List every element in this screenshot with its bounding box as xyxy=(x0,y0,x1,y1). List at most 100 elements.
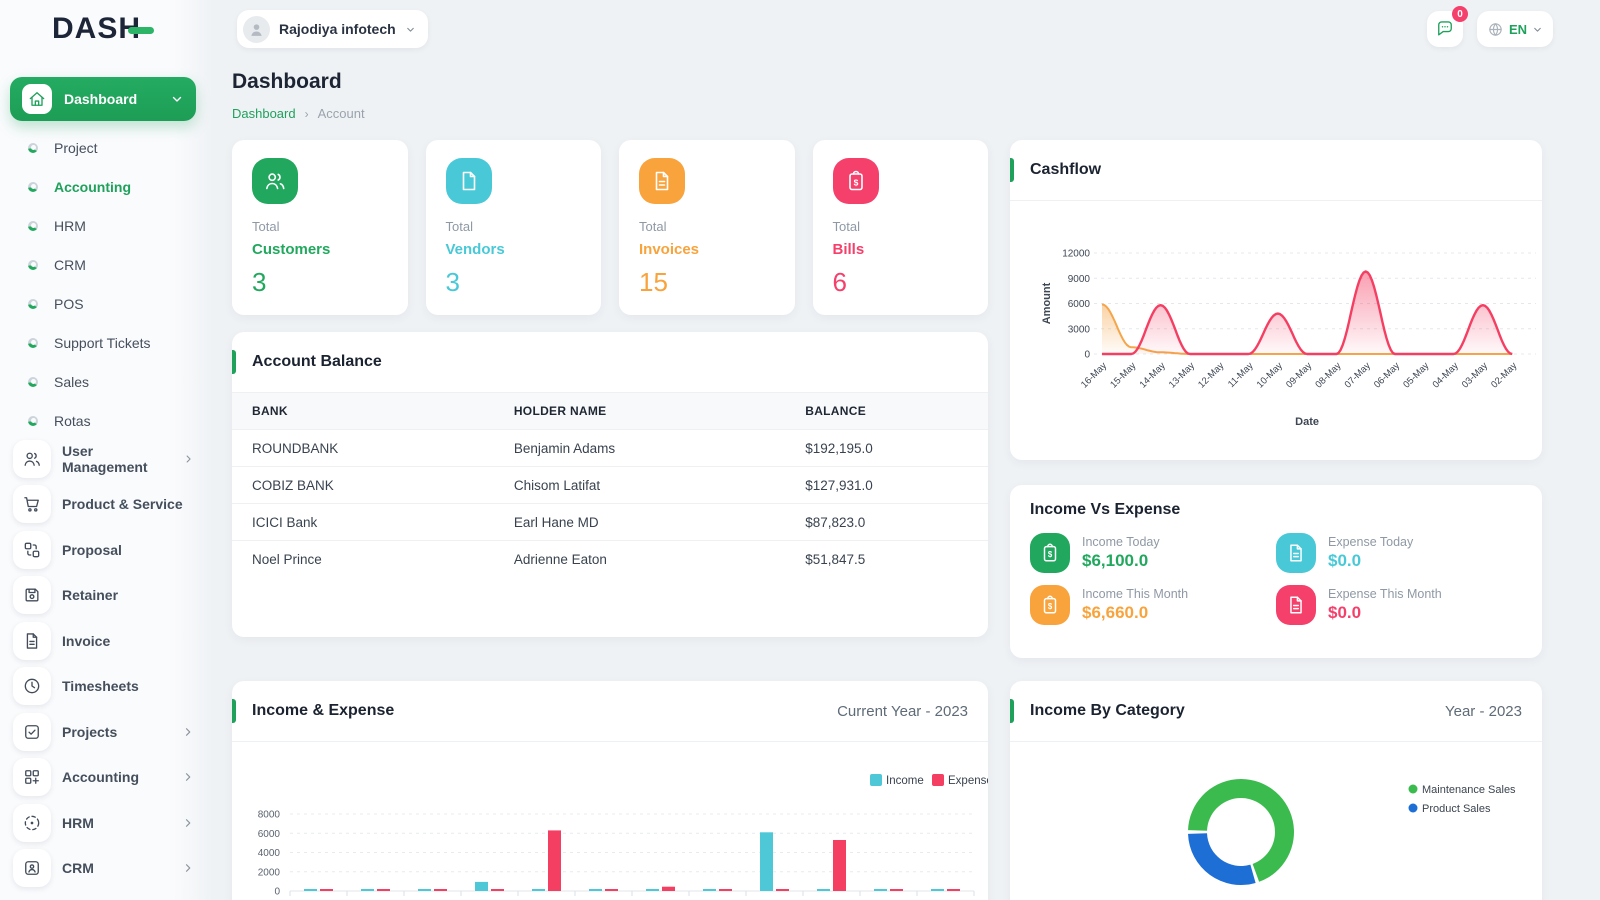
bullet-icon xyxy=(28,376,38,387)
sidebar-subitem-label: Sales xyxy=(54,373,90,390)
sidebar-item-invoice[interactable]: Invoice xyxy=(0,618,212,664)
sidebar-dashboard-submenu: Project Accounting HRM CRM POS Support Ticket… xyxy=(0,128,212,440)
breadcrumb-current: Account xyxy=(317,106,365,121)
svg-text:$: $ xyxy=(1048,602,1053,611)
sidebar-item-label: Invoice xyxy=(62,632,111,649)
company-selector[interactable]: Rajodiya infotech xyxy=(237,10,428,48)
file-text-icon xyxy=(1276,533,1316,573)
table-cell: COBIZ BANK xyxy=(232,466,494,504)
breadcrumb-dashboard-link[interactable]: Dashboard xyxy=(232,106,296,121)
svg-text:Expense: Expense xyxy=(948,775,988,787)
sidebar-item-crm[interactable]: CRM xyxy=(0,846,212,892)
sidebar-item-projects[interactable]: Projects xyxy=(0,709,212,755)
sidebar-item-label: Product & Service xyxy=(62,496,183,513)
table-cell: Benjamin Adams xyxy=(493,429,786,467)
sidebar-item-dashboard[interactable]: Dashboard xyxy=(10,77,196,121)
breadcrumb-separator: › xyxy=(304,106,309,121)
ivse-label: Income Today xyxy=(1082,535,1160,549)
card-title: Income & Expense xyxy=(252,702,395,719)
sidebar-subitem-accounting[interactable]: Accounting xyxy=(0,167,212,206)
bullet-icon xyxy=(28,298,38,309)
cashflow-card: Cashflow 0 3000 6000 9000 12000 16-May 15-May 1… xyxy=(1010,140,1542,460)
card-header: Income By Category Year - 2023 xyxy=(1010,681,1542,742)
chevron-right-icon xyxy=(182,726,194,738)
stat-label: Invoices xyxy=(639,241,700,258)
ivse-item-income-today: $ Income Today $6,100.0 xyxy=(1030,533,1276,573)
svg-text:05-May: 05-May xyxy=(1401,360,1431,390)
income-by-category-card: Income By Category Year - 2023 Maintenan… xyxy=(1010,681,1542,900)
stat-prefix: Total xyxy=(639,219,667,234)
language-selector[interactable]: EN xyxy=(1477,11,1554,47)
sidebar-subitem-pos[interactable]: POS xyxy=(0,284,212,323)
svg-text:0: 0 xyxy=(274,887,280,898)
sidebar-subitem-label: Accounting xyxy=(54,178,131,195)
svg-text:03-May: 03-May xyxy=(1460,360,1490,390)
svg-text:08-May: 08-May xyxy=(1313,360,1343,390)
sidebar-subitem-label: POS xyxy=(54,295,84,312)
stat-card-vendors: Total Vendors 3 xyxy=(425,140,601,315)
save-icon xyxy=(13,576,51,615)
ivse-value: $0.0 xyxy=(1328,551,1362,570)
notifications-button[interactable]: 0 xyxy=(1427,6,1468,47)
svg-text:6000: 6000 xyxy=(1068,299,1091,310)
sidebar-menu: User Management Product & Service Proposal… xyxy=(0,436,212,891)
clipboard-dollar-icon: $ xyxy=(832,158,879,204)
sidebar-item-label: Dashboard xyxy=(64,91,138,107)
stat-prefix: Total xyxy=(252,219,280,234)
accent-bar xyxy=(232,699,236,723)
svg-text:13-May: 13-May xyxy=(1167,360,1197,390)
sidebar-subitem-crm[interactable]: CRM xyxy=(0,245,212,284)
bullet-icon xyxy=(28,220,38,231)
sidebar-subitem-label: CRM xyxy=(54,256,86,273)
check-square-icon xyxy=(13,712,51,751)
sidebar-item-label: Retainer xyxy=(62,587,119,604)
table-cell: $51,847.5 xyxy=(785,540,988,577)
stat-value: 6 xyxy=(832,267,847,297)
chart-period-label: Year - 2023 xyxy=(1444,702,1522,720)
stat-prefix: Total xyxy=(445,219,473,234)
svg-text:8000: 8000 xyxy=(258,810,281,821)
table-row: ICICI Bank Earl Hane MD $87,823.0 xyxy=(232,503,988,541)
sidebar-item-user-management[interactable]: User Management xyxy=(0,436,212,482)
svg-text:06-May: 06-May xyxy=(1372,360,1402,390)
sidebar-item-label: Timesheets xyxy=(62,678,139,695)
table-row: COBIZ BANK Chisom Latifat $127,931.0 xyxy=(232,466,988,504)
stat-card-invoices: Total Invoices 15 xyxy=(619,140,795,315)
svg-text:4000: 4000 xyxy=(258,848,281,859)
card-title: Income Vs Expense xyxy=(1030,501,1181,518)
sidebar-item-label: Proposal xyxy=(62,541,122,558)
sidebar-item-timesheets[interactable]: Timesheets xyxy=(0,664,212,710)
bullet-icon xyxy=(28,142,38,153)
svg-text:Product Sales: Product Sales xyxy=(1422,803,1491,815)
sidebar-item-accounting[interactable]: Accounting xyxy=(0,755,212,801)
table-cell: ROUNDBANK xyxy=(232,429,494,467)
stat-label: Bills xyxy=(832,241,865,258)
svg-text:Date: Date xyxy=(1295,416,1319,428)
sidebar-item-hrm[interactable]: HRM xyxy=(0,800,212,846)
table-cell: Chisom Latifat xyxy=(493,466,786,504)
brand-dash-mark xyxy=(128,27,155,34)
sidebar-subitem-support-tickets[interactable]: Support Tickets xyxy=(0,323,212,362)
sidebar-item-retainer[interactable]: Retainer xyxy=(0,573,212,619)
sidebar-item-proposal[interactable]: Proposal xyxy=(0,527,212,573)
chevron-right-icon xyxy=(182,862,194,874)
sidebar-item-product-service[interactable]: Product & Service xyxy=(0,482,212,528)
sidebar-subitem-hrm[interactable]: HRM xyxy=(0,206,212,245)
stat-value: 3 xyxy=(445,267,460,297)
ivse-label: Expense This Month xyxy=(1328,587,1442,601)
account-balance-card: Account Balance BANK HOLDER NAME BALANCE R… xyxy=(232,332,988,637)
sidebar: DASH Dashboard Project Accounting HRM CRM PO… xyxy=(0,0,212,900)
breadcrumb: Dashboard › Account xyxy=(232,106,365,121)
sidebar-subitem-sales[interactable]: Sales xyxy=(0,362,212,401)
svg-text:12-May: 12-May xyxy=(1196,360,1226,390)
ivse-label: Expense Today xyxy=(1328,535,1414,549)
svg-text:0: 0 xyxy=(1084,350,1090,361)
table-cell: Noel Prince xyxy=(232,540,494,577)
sidebar-subitem-rotas[interactable]: Rotas xyxy=(0,401,212,440)
svg-text:02-May: 02-May xyxy=(1489,360,1519,390)
svg-text:09-May: 09-May xyxy=(1284,360,1314,390)
stats-row: Total Customers 3 Total Vendors 3 Total Invoice… xyxy=(232,140,988,315)
sidebar-subitem-project[interactable]: Project xyxy=(0,128,212,167)
chat-icon xyxy=(1435,19,1455,39)
svg-text:Maintenance Sales: Maintenance Sales xyxy=(1422,784,1516,796)
